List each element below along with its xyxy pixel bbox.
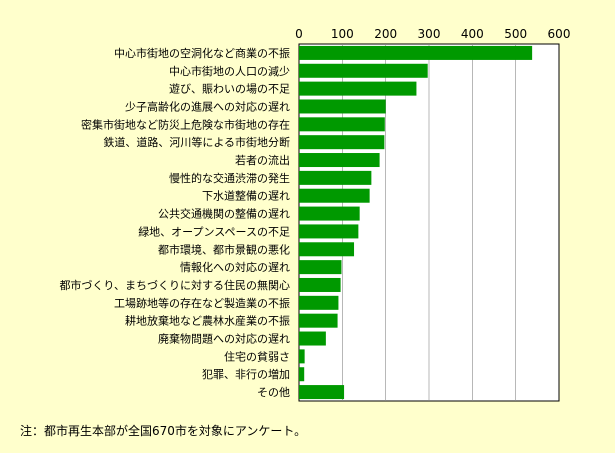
category-label: 廃棄物問題への対応の遅れ [158,332,290,346]
category-label: 住宅の貧弱さ [224,349,290,363]
bar [299,63,428,78]
category-labels: 中心市街地の空洞化など商業の不振中心市街地の人口の減少遊び、賑わいの場の不足少子… [59,46,290,399]
category-label: その他 [257,386,290,399]
bar [299,313,338,328]
bar [299,81,417,96]
bar [299,385,345,400]
bars [299,45,533,400]
bar [299,295,339,310]
category-label: 慢性的な交通渋滞の発生 [169,171,290,185]
x-tick-labels: 0 100 200 300 400 500 600 [295,27,570,41]
bar [299,135,385,150]
x-tick-label: 200 [374,27,397,41]
bar [299,224,359,239]
bar [299,242,355,257]
category-label: 情報化への対応の遅れ [180,260,290,274]
category-label: 密集市街地など防災上危険な市街地の存在 [81,117,290,131]
bar [299,117,385,132]
bar [299,45,533,60]
category-label: 工場跡地等の存在など製造業の不振 [114,296,290,310]
x-tick-label: 500 [504,27,527,41]
bar [299,99,386,114]
category-label: 耕地放棄地など農林水産業の不振 [125,314,290,328]
bar [299,170,372,185]
category-label: 都市環境、都市景観の悪化 [158,242,290,256]
x-tick-label: 100 [331,27,354,41]
bar [299,349,305,364]
category-label: 下水道整備の遅れ [202,189,290,203]
category-label: 遊び、賑わいの場の不足 [169,82,290,96]
bar [299,153,380,168]
bar [299,277,341,292]
bar [299,206,360,221]
x-tick-label: 600 [548,27,571,41]
x-tick-label: 300 [418,27,441,41]
category-label: 緑地、オープンスペースの不足 [138,224,290,238]
x-tick-label: 400 [461,27,484,41]
footnote: 注：都市再生本部が全国670市を対象にアンケート。 [20,424,307,438]
category-label: 犯罪、非行の増加 [202,368,290,381]
category-label: 中心市街地の空洞化など商業の不振 [114,46,290,60]
bar [299,367,305,382]
category-label: 鉄道、道路、河川等による市街地分断 [103,135,290,149]
bar [299,331,326,346]
bar [299,188,370,203]
category-label: 若者の流出 [235,153,290,167]
bar [299,260,342,275]
category-label: 公共交通機関の整備の遅れ [158,207,290,221]
category-label: 中心市街地の人口の減少 [169,64,290,78]
category-label: 都市づくり、まちづくりに対する住民の無関心 [59,278,290,292]
x-tick-label: 0 [295,27,303,41]
category-label: 少子高齢化の進展への対応の遅れ [125,99,290,113]
